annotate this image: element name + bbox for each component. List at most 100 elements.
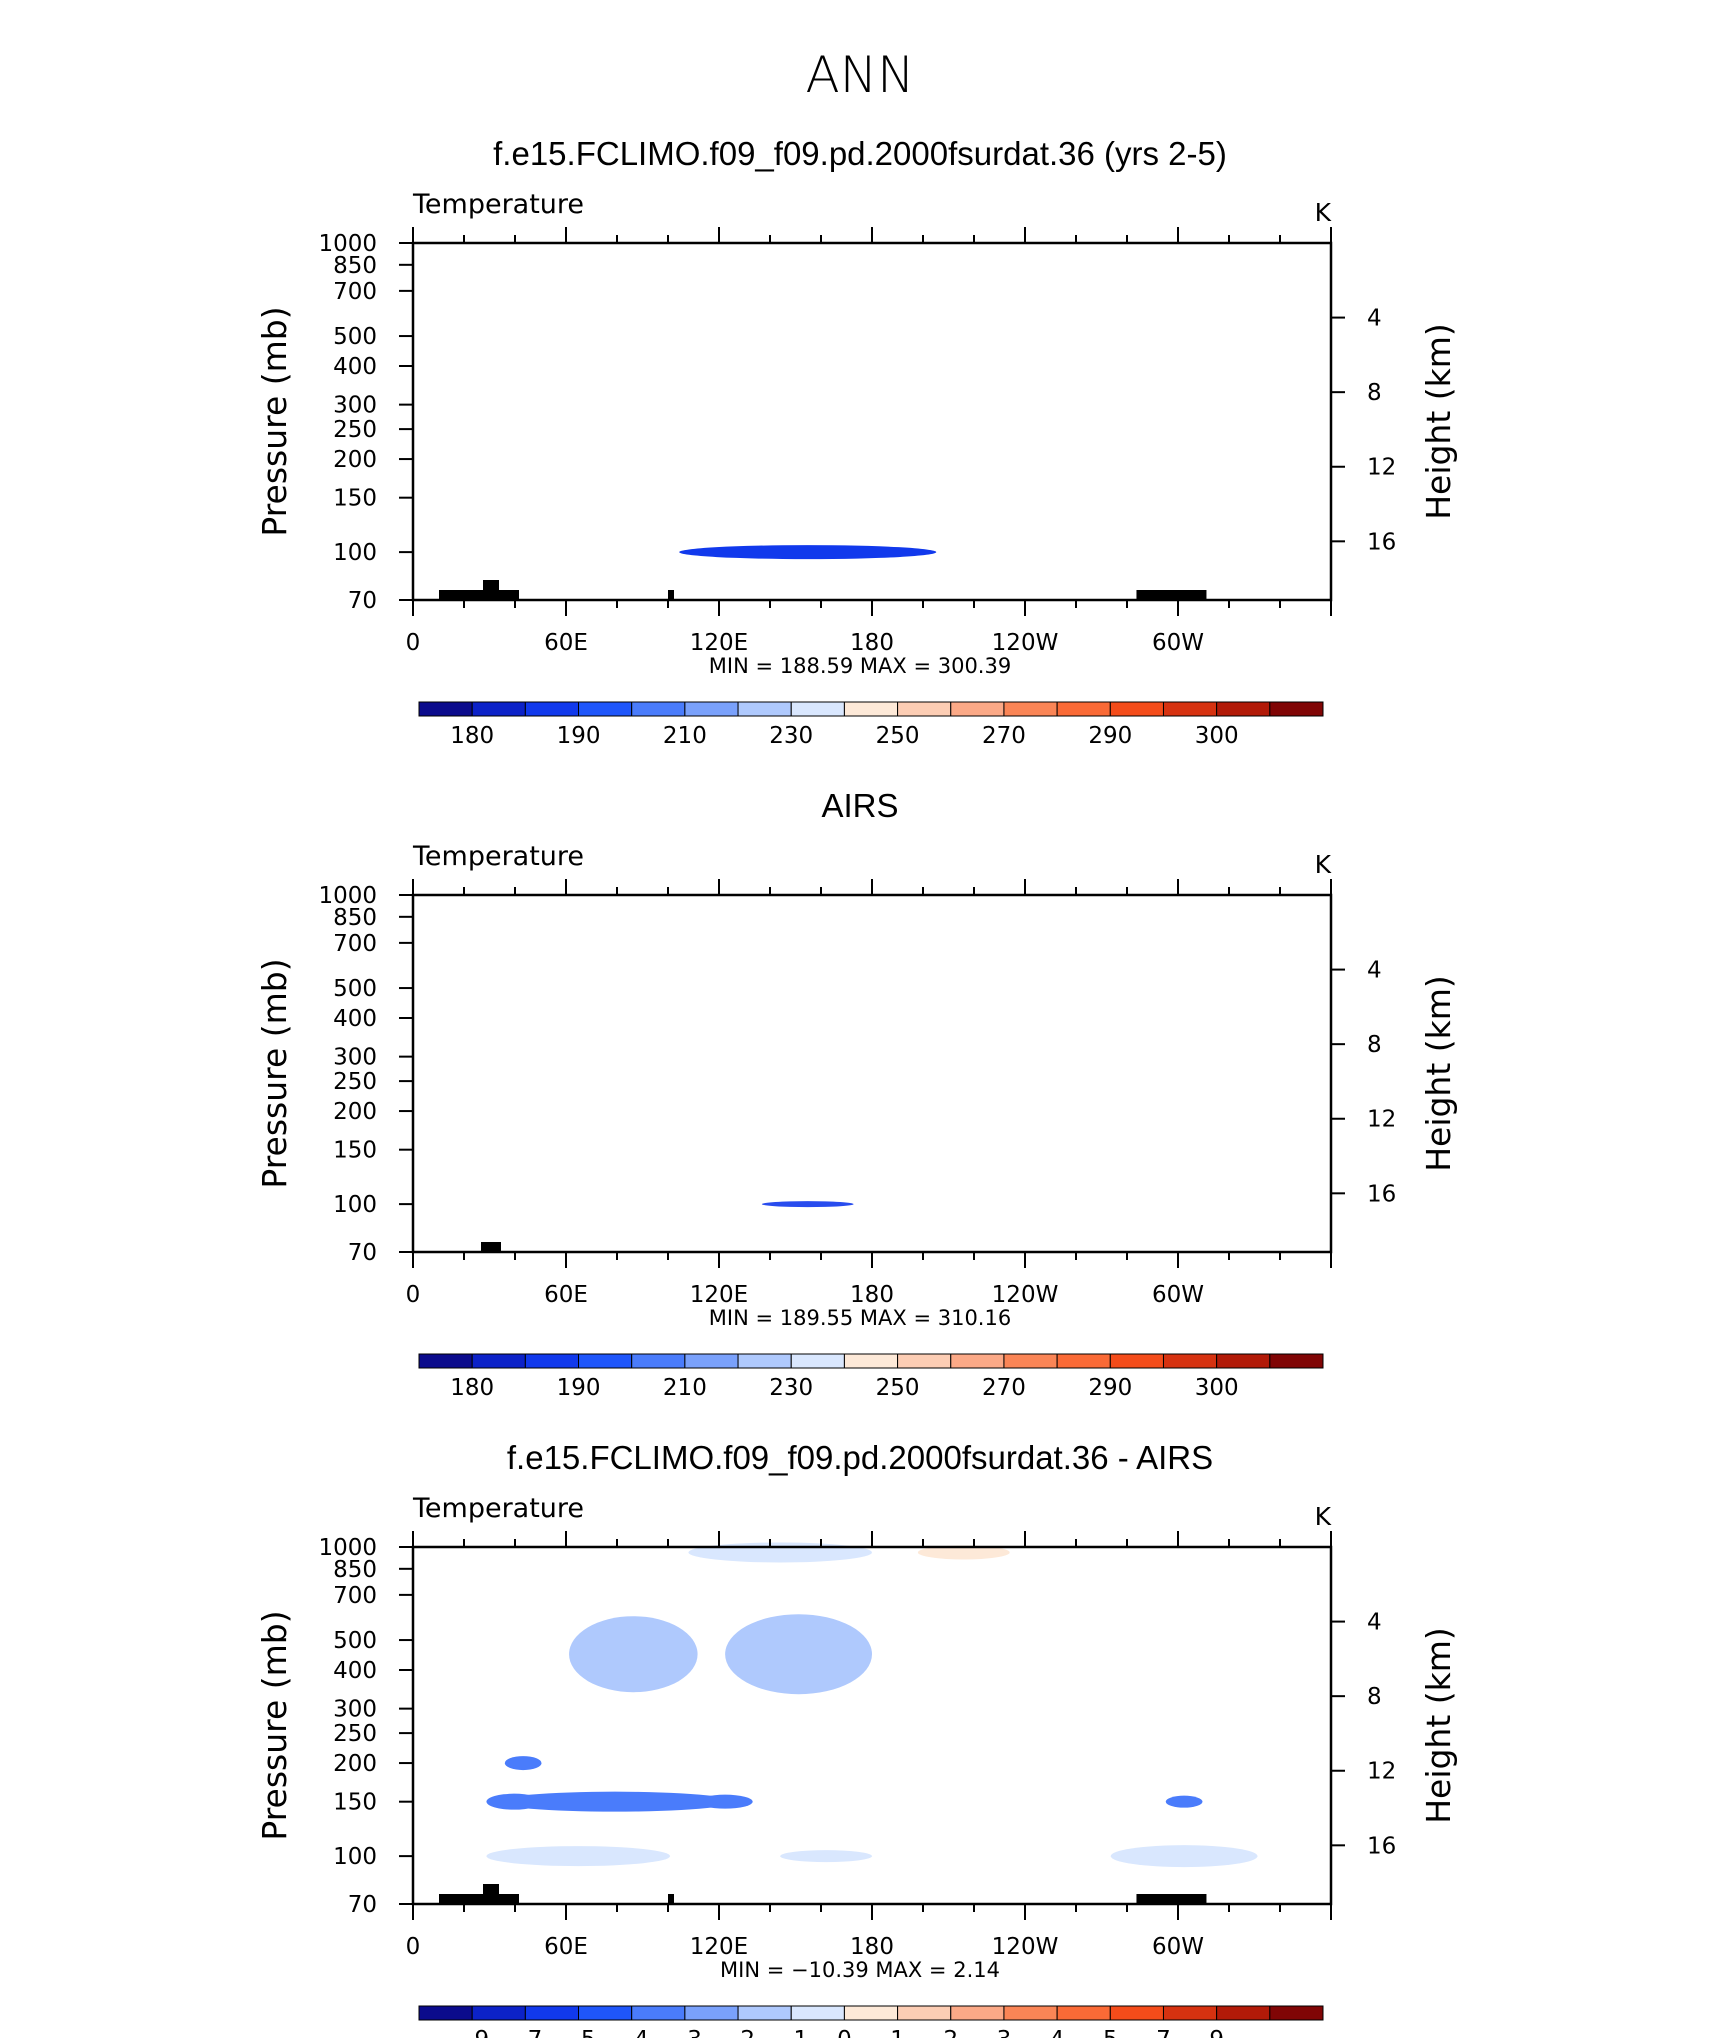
colorbar-swatch (790, 701, 845, 717)
min-max-stats: MIN = 189.55 MAX = 310.16 (709, 1306, 1011, 1330)
colorbar-swatch (684, 1353, 739, 1369)
colorbar-swatch (737, 2005, 792, 2021)
colorbar-label: 180 (450, 1375, 494, 1401)
y-tick-label: 250 (333, 1721, 377, 1747)
panel-units: K (1315, 850, 1332, 879)
y-tick-label: 70 (348, 1240, 377, 1266)
panel-title: f.e15.FCLIMO.f09_f09.pd.2000fsurdat.36 -… (507, 1439, 1213, 1476)
panel-3: f.e15.FCLIMO.f09_f09.pd.2000fsurdat.36 -… (255, 1439, 1458, 2038)
x-tick-label: 120E (690, 630, 748, 656)
x-tick-label: 120E (690, 1934, 748, 1960)
colorbar-label: −7 (508, 2027, 542, 2038)
x-tick-label: 0 (406, 1934, 421, 1960)
topography-block (668, 590, 674, 600)
x-tick-label: 60W (1152, 1282, 1204, 1308)
colorbar-label: 250 (876, 723, 920, 749)
colorbar-swatch (631, 1353, 686, 1369)
y-tick-label-right: 4 (1367, 1610, 1382, 1636)
y-tick-label: 400 (333, 1658, 377, 1684)
topography-block (483, 1884, 499, 1896)
y-axis-label-right: Height (km) (1419, 1627, 1458, 1824)
y-tick-label-right: 16 (1367, 1833, 1396, 1859)
y-tick-label-right: 12 (1367, 1759, 1396, 1785)
topography-block (481, 1242, 501, 1252)
colorbar-label: −5 (562, 2027, 596, 2038)
topography-block (439, 590, 519, 600)
y-tick-label: 70 (348, 588, 377, 614)
colorbar-swatch (1269, 701, 1324, 717)
y-tick-label: 700 (333, 279, 377, 305)
colorbar-swatch (897, 1353, 952, 1369)
panel-subtitle-left: Temperature (412, 1493, 584, 1524)
y-tick-label-right: 8 (1367, 1684, 1382, 1710)
colorbar-swatch (471, 1353, 526, 1369)
y-tick-label: 1000 (318, 883, 377, 909)
y-tick-label: 200 (333, 1099, 377, 1125)
panel-subtitle-left: Temperature (412, 189, 584, 220)
panel-title: f.e15.FCLIMO.f09_f09.pd.2000fsurdat.36 (… (493, 135, 1227, 172)
colorbar-label: 4 (1050, 2027, 1065, 2038)
panel-1: f.e15.FCLIMO.f09_f09.pd.2000fsurdat.36 (… (255, 135, 1458, 749)
topography-mask (481, 1242, 501, 1252)
colorbar-swatch (578, 1353, 633, 1369)
colorbar: 180 190 210 230 250 270 290 300 (418, 701, 1324, 749)
colorbar: 180 190 210 230 250 270 290 300 (418, 1353, 1324, 1401)
colorbar-swatch (950, 701, 1005, 717)
y-tick-label-right: 12 (1367, 455, 1396, 481)
topography-block (439, 1894, 519, 1904)
y-tick-label-right: 8 (1367, 1032, 1382, 1058)
y-tick-label: 200 (333, 1751, 377, 1777)
colorbar-swatch (737, 701, 792, 717)
y-tick-label: 850 (333, 253, 377, 279)
y-tick-label: 400 (333, 1006, 377, 1032)
topography-block (668, 1894, 674, 1904)
colorbar-swatch (1162, 701, 1218, 717)
colorbar-label: 1 (890, 2027, 905, 2038)
colorbar-swatch (1162, 1353, 1218, 1369)
contour-anomaly (1165, 1795, 1203, 1808)
y-tick-label: 500 (333, 1628, 377, 1654)
colorbar-swatch (418, 1353, 473, 1369)
colorbar-swatch (1216, 2005, 1271, 2021)
x-tick-label: 60E (544, 1282, 588, 1308)
colorbar-swatch (684, 701, 739, 717)
colorbar: −9 −7 −5 −4 −3 −2 −1 0 1 2 3 4 5 7 9 (418, 2005, 1324, 2038)
colorbar-swatch (737, 1353, 792, 1369)
y-tick-label-right: 4 (1367, 306, 1382, 332)
y-tick-label: 150 (333, 1138, 377, 1164)
contour-anomaly (688, 1542, 872, 1563)
colorbar-label: −3 (668, 2027, 702, 2038)
min-max-stats: MIN = −10.39 MAX = 2.14 (720, 1958, 1000, 1982)
colorbar-label: 190 (557, 1375, 601, 1401)
y-tick-label: 100 (333, 540, 377, 566)
colorbar-swatch (1056, 2005, 1111, 2021)
contour-anomaly (780, 1850, 872, 1863)
figure-title: ANN (805, 46, 914, 104)
colorbar-swatch (1109, 2005, 1164, 2021)
colorbar-label: 270 (982, 1375, 1026, 1401)
panel-title: AIRS (821, 787, 898, 824)
colorbar-label: 7 (1156, 2027, 1171, 2038)
contour-anomaly (725, 1614, 872, 1695)
colorbar-label: 250 (876, 1375, 920, 1401)
colorbar-label: 230 (769, 1375, 813, 1401)
contour-anomaly (1110, 1845, 1258, 1868)
colorbar-swatch (1216, 701, 1271, 717)
contour-anomaly (486, 1846, 671, 1867)
colorbar-swatch (1269, 1353, 1324, 1369)
y-axis-label-right: Height (km) (1419, 975, 1458, 1172)
contour-anomaly (495, 1791, 735, 1812)
y-tick-label: 400 (333, 354, 377, 380)
panel-units: K (1315, 198, 1332, 227)
colorbar-swatch (524, 701, 580, 717)
colorbar-label: 0 (837, 2027, 852, 2038)
min-max-stats: MIN = 188.59 MAX = 300.39 (709, 654, 1011, 678)
colorbar-label: 210 (663, 723, 707, 749)
colorbar-label: 210 (663, 1375, 707, 1401)
contour-field (761, 1201, 854, 1208)
x-tick-label: 0 (406, 1282, 421, 1308)
y-tick-label: 850 (333, 905, 377, 931)
colorbar-label: −2 (721, 2027, 755, 2038)
colorbar-label: 180 (450, 723, 494, 749)
colorbar-swatch (1003, 2005, 1058, 2021)
